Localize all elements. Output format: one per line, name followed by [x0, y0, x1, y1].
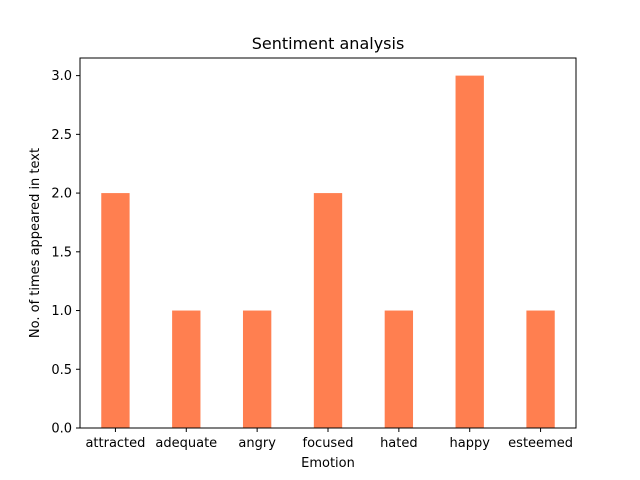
chart-title: Sentiment analysis: [252, 34, 405, 53]
y-tick-label-1.0: 1.0: [51, 304, 72, 319]
y-tick-label-1.5: 1.5: [51, 245, 72, 260]
x-tick-label-angry: angry: [238, 436, 276, 451]
y-axis: 0.0 0.5 1.0 1.5 2.0 2.5 3.0: [51, 69, 80, 437]
x-tick-label-happy: happy: [450, 436, 491, 451]
bar-focused: [313, 193, 343, 428]
bar-happy: [455, 75, 484, 428]
x-tick-label-esteemed: esteemed: [508, 436, 573, 451]
bar-esteemed: [526, 310, 555, 428]
y-axis-label: No. of times appeared in text: [28, 148, 43, 338]
x-tick-label-attracted: attracted: [85, 436, 145, 451]
y-tick-label-0.5: 0.5: [51, 363, 72, 378]
x-tick-label-focused: focused: [303, 436, 354, 451]
y-tick-label-0.0: 0.0: [51, 422, 72, 437]
x-axis: attracted adequate angry focused hated happy e…: [85, 428, 573, 451]
bars-layer: [101, 75, 555, 428]
x-tick-label-adequate: adequate: [155, 436, 217, 451]
y-tick-label-2.0: 2.0: [51, 187, 72, 202]
bar-angry: [242, 310, 272, 428]
bar-hated: [384, 310, 414, 428]
x-axis-label: Emotion: [301, 456, 355, 471]
y-tick-label-3.0: 3.0: [51, 69, 72, 84]
y-tick-label-2.5: 2.5: [51, 128, 72, 143]
x-tick-label-hated: hated: [380, 436, 418, 451]
bar-adequate: [172, 310, 201, 428]
bar-attracted: [101, 193, 130, 428]
